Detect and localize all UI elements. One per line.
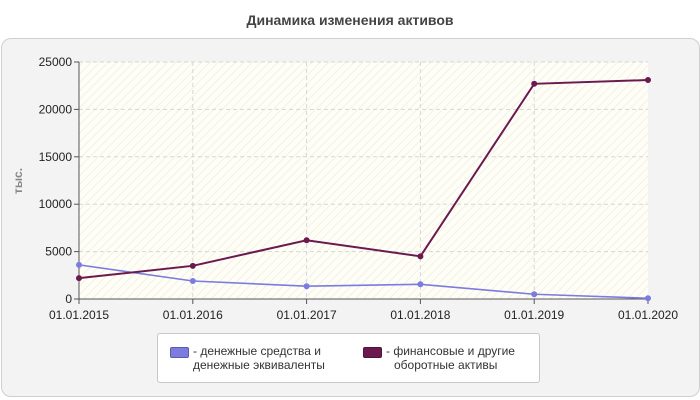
series-line-1 — [78, 79, 649, 280]
y-tick-label: 10000 — [39, 197, 73, 211]
series-line-0 — [78, 264, 649, 300]
legend-label-financial-assets: - финансовые и другие оборотные активы — [386, 344, 515, 372]
legend-swatch-financial-assets — [363, 347, 382, 358]
x-axis-ticks: 01.01.2015 01.01.2016 01.01.2017 01.01.2018… — [49, 299, 678, 322]
y-tick-label: 0 — [65, 292, 72, 306]
data-point-series-1 — [645, 77, 651, 84]
axes — [78, 62, 648, 300]
plot-area — [79, 62, 648, 299]
x-tick-label: 01.01.2020 — [618, 308, 678, 322]
data-point-series-0 — [189, 277, 196, 284]
y-tick-label: 15000 — [39, 150, 73, 164]
data-point-series-1 — [303, 237, 310, 244]
x-tick-label: 01.01.2017 — [277, 308, 337, 322]
series-layer — [76, 77, 651, 302]
data-point-series-1 — [76, 275, 82, 282]
data-point-series-0 — [303, 283, 310, 290]
y-tick-label: 5000 — [45, 245, 72, 259]
data-point-series-0 — [417, 281, 424, 288]
x-tick-label: 01.01.2016 — [163, 308, 223, 322]
grid-lines — [79, 61, 648, 299]
chart-legend: - денежные средства и денежные эквивален… — [157, 333, 540, 383]
data-point-series-1 — [531, 80, 538, 87]
legend-item-cash: - денежные средства и денежные эквивален… — [170, 344, 325, 372]
y-axis-ticks: 0 5000 10000 15000 20000 25000 — [39, 55, 79, 306]
y-tick-label: 20000 — [39, 102, 73, 116]
legend-label-cash: - денежные средства и денежные эквивален… — [193, 344, 325, 372]
data-point-series-0 — [531, 291, 538, 298]
data-point-series-0 — [76, 261, 82, 268]
x-tick-label: 01.01.2019 — [504, 308, 564, 322]
chart-title: Динамика изменения активов — [246, 12, 454, 28]
data-point-series-1 — [417, 253, 424, 260]
legend-item-financial-assets: - финансовые и другие оборотные активы — [363, 344, 515, 372]
y-tick-label: 25000 — [39, 55, 73, 69]
data-point-series-1 — [189, 262, 196, 269]
legend-swatch-cash — [170, 347, 189, 358]
x-tick-label: 01.01.2018 — [390, 308, 450, 322]
x-tick-label: 01.01.2015 — [49, 308, 109, 322]
data-point-series-0 — [645, 295, 651, 302]
y-axis-label: тыс. — [11, 168, 25, 194]
